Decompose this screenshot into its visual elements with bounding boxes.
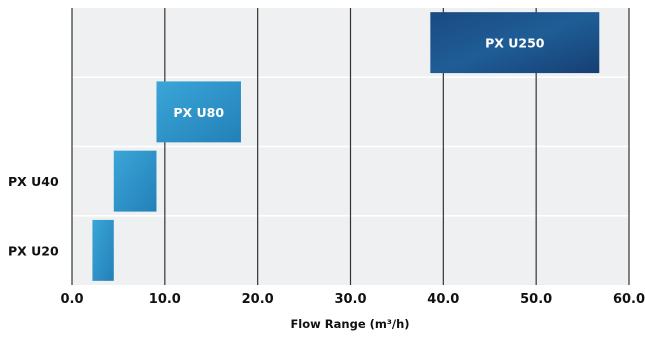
x-tick-label: 50.0 — [520, 292, 552, 307]
x-tick-labels: 0.0 10.0 20.0 30.0 40.0 50.0 60.0 — [60, 292, 645, 307]
x-tick-label: 0.0 — [60, 292, 83, 307]
x-tick-label: 30.0 — [334, 292, 366, 307]
range-bars: PX U80 PX U250 — [92, 12, 600, 281]
range-bar — [92, 219, 114, 281]
range-bar — [430, 12, 600, 74]
range-bar — [113, 150, 157, 212]
x-tick-label: 60.0 — [613, 292, 645, 307]
x-tick-label: 20.0 — [242, 292, 274, 307]
x-axis-label: Flow Range (m³/h) — [290, 317, 409, 331]
category-label: PX U40 — [8, 174, 59, 189]
x-tick-label: 40.0 — [427, 292, 459, 307]
bar-label: PX U250 — [485, 36, 545, 51]
range-bar — [156, 81, 241, 143]
category-labels: PX U20 PX U40 — [8, 174, 59, 258]
x-tick-label: 10.0 — [149, 292, 181, 307]
category-label: PX U20 — [8, 243, 59, 258]
bar-label: PX U80 — [173, 105, 224, 120]
